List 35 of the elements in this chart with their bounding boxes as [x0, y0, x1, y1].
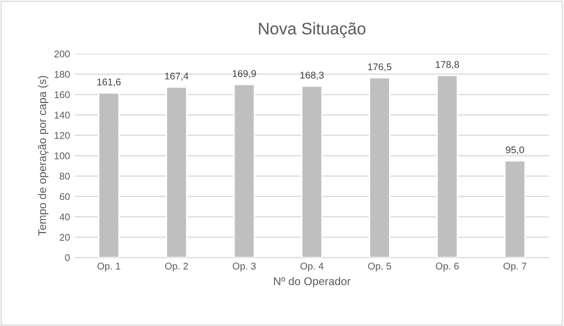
y-tick-label: 180 [54, 70, 70, 78]
data-label: 95,0 [506, 146, 524, 154]
y-tick-label: 140 [54, 112, 70, 119]
y-tick-label: 160 [54, 91, 70, 98]
y-axis-title: Tempo de operação por capa (s) [38, 76, 48, 236]
bar [233, 84, 256, 258]
data-label: 178,8 [436, 61, 459, 70]
chart-title: Nova Situação [259, 22, 366, 38]
y-tick-label: 40 [60, 214, 70, 220]
y-tick-label: 0 [65, 254, 70, 262]
y-tick-label: 80 [60, 172, 70, 180]
y-tick-label: 200 [54, 50, 70, 58]
x-tick-label: Op. 4 [300, 262, 324, 272]
x-tick-label: Op. 6 [436, 262, 459, 272]
x-tick-label: Op. 3 [232, 262, 256, 272]
data-label: 169,9 [232, 70, 256, 78]
y-tick-label: 20 [60, 234, 70, 241]
bar [301, 85, 323, 258]
y-tick-label: 100 [54, 152, 70, 160]
bar [368, 77, 390, 258]
x-tick-label: Op. 2 [165, 262, 188, 272]
y-tick-label: 60 [60, 193, 70, 200]
bar [436, 74, 458, 258]
bar [98, 92, 120, 258]
data-label: 161,6 [97, 78, 121, 87]
y-tick-label: 120 [54, 132, 70, 139]
x-tick-label: Op. 1 [97, 262, 120, 272]
data-label: 176,5 [368, 63, 392, 72]
x-tick-label: Op. 5 [368, 262, 392, 272]
x-tick-label: Op. 7 [504, 262, 526, 272]
data-label: 167,4 [165, 72, 188, 81]
x-axis-title: Nº do Operador [274, 277, 350, 288]
data-label: 168,3 [300, 72, 324, 80]
bar [166, 86, 188, 258]
bar [504, 160, 526, 258]
